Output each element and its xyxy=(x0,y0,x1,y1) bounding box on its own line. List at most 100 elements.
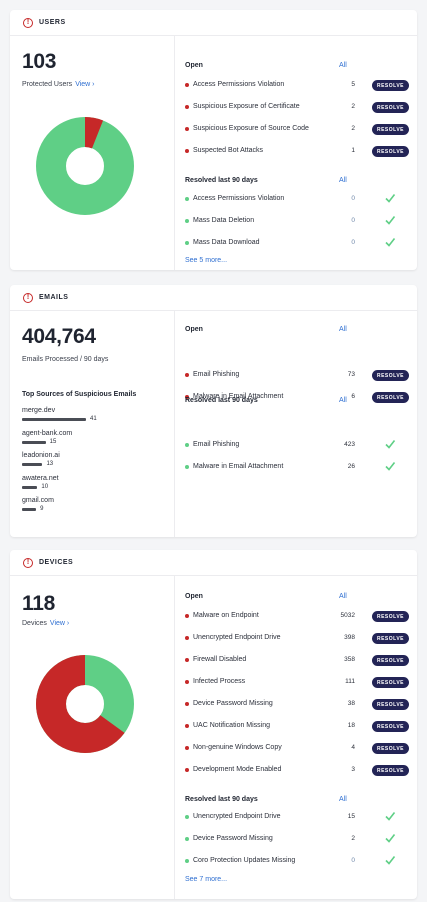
alert-count: 111 xyxy=(345,678,355,685)
source-count: 10 xyxy=(41,483,49,490)
emails-open-all-link[interactable]: All xyxy=(339,326,347,333)
alert-label: Mass Data Deletion xyxy=(193,217,255,224)
status-dot-red xyxy=(185,768,189,772)
status-dot-green xyxy=(185,815,189,819)
alert-count: 26 xyxy=(347,463,355,470)
checkmark-icon xyxy=(385,834,396,843)
open-alert-row: Infected Process 111 RESOLVE xyxy=(185,677,410,689)
users-card: ! USERS 103 Protected Users View › Open A… xyxy=(10,10,417,270)
status-dot-red xyxy=(185,83,189,87)
status-dot-red xyxy=(185,746,189,750)
alert-count: 398 xyxy=(344,634,355,641)
resolve-button[interactable]: RESOLVE xyxy=(372,743,409,754)
devices-card-header: ! DEVICES xyxy=(10,550,417,576)
open-alert-row: Malware on Endpoint 5032 RESOLVE xyxy=(185,611,410,623)
status-dot-green xyxy=(185,465,189,469)
status-dot-green xyxy=(185,219,189,223)
source-bar xyxy=(22,440,46,444)
devices-resolved-heading: Resolved last 90 days xyxy=(185,796,258,803)
source-domain: gmail.com xyxy=(22,497,54,504)
resolve-button[interactable]: RESOLVE xyxy=(372,392,409,403)
source-count: 15 xyxy=(49,438,57,445)
alert-label: Access Permissions Violation xyxy=(193,81,285,88)
emails-card-body: 404,764 Emails Processed / 90 days Top S… xyxy=(10,311,417,537)
resolve-button[interactable]: RESOLVE xyxy=(372,721,409,732)
devices-count: 118 xyxy=(22,592,55,615)
protected-users-count: 103 xyxy=(22,50,57,73)
users-card-title: USERS xyxy=(39,19,66,26)
devices-label: Devices View › xyxy=(22,620,69,627)
resolve-button[interactable]: RESOLVE xyxy=(372,611,409,622)
resolved-alert-row: Unencrypted Endpoint Drive 15 xyxy=(185,812,410,824)
devices-label-text: Devices xyxy=(22,620,47,627)
protected-users-label: Protected Users View › xyxy=(22,81,95,88)
devices-see-more-link[interactable]: See 7 more... xyxy=(185,876,228,883)
source-domain: awatera.net xyxy=(22,474,59,482)
users-card-header: ! USERS xyxy=(10,10,417,36)
alert-count: 423 xyxy=(344,441,355,448)
emails-processed-count: 404,764 xyxy=(22,325,96,348)
emails-resolved-all-link[interactable]: All xyxy=(339,397,347,404)
status-dot-red xyxy=(185,724,189,728)
open-alert-row: Device Password Missing 38 RESOLVE xyxy=(185,699,410,711)
resolve-button[interactable]: RESOLVE xyxy=(372,677,409,688)
status-dot-red xyxy=(185,395,189,399)
view-devices-link[interactable]: View › xyxy=(49,620,70,627)
alert-circle-icon: ! xyxy=(23,17,33,28)
alert-count: 5 xyxy=(351,81,355,88)
status-dot-green xyxy=(185,443,189,447)
users-resolved-all-link[interactable]: All xyxy=(339,177,347,184)
emails-card: ! EMAILS 404,764 Emails Processed / 90 d… xyxy=(10,285,417,537)
emails-card-title: EMAILS xyxy=(39,294,69,301)
users-open-all-link[interactable]: All xyxy=(339,62,347,69)
divider xyxy=(174,311,175,537)
source-domain: leadonion.ai xyxy=(22,452,60,459)
alert-count: 2 xyxy=(351,103,355,110)
alert-count: 0 xyxy=(351,195,355,202)
resolve-button[interactable]: RESOLVE xyxy=(372,633,409,644)
source-bar xyxy=(22,485,38,489)
emails-processed-label: Emails Processed / 90 days xyxy=(22,356,109,363)
source-bar xyxy=(22,463,43,466)
open-alert-row: Malware in Email Attachment 6 RESOLVE xyxy=(185,392,410,404)
devices-resolved-all-link[interactable]: All xyxy=(339,796,347,803)
resolve-button[interactable]: RESOLVE xyxy=(372,765,409,776)
status-dot-red xyxy=(185,127,189,131)
checkmark-icon xyxy=(385,812,396,821)
open-alert-row: Email Phishing 73 RESOLVE xyxy=(185,370,410,382)
devices-donut-chart xyxy=(36,655,134,753)
alert-label: Malware in Email Attachment xyxy=(193,463,284,470)
users-donut-chart xyxy=(36,117,134,215)
emails-resolved-heading: Resolved last 90 days xyxy=(185,397,258,404)
source-domain: agent-bank.com xyxy=(22,429,73,437)
resolve-button[interactable]: RESOLVE xyxy=(372,699,409,710)
alert-label: UAC Notification Missing xyxy=(193,722,271,729)
alert-label: Development Mode Enabled xyxy=(193,766,282,773)
users-see-more-link[interactable]: See 5 more... xyxy=(185,257,228,264)
status-dot-green xyxy=(185,241,189,245)
status-dot-red xyxy=(185,636,189,640)
alert-count: 38 xyxy=(347,700,355,707)
resolve-button[interactable]: RESOLVE xyxy=(372,124,409,135)
status-dot-green xyxy=(185,197,189,201)
resolve-button[interactable]: RESOLVE xyxy=(372,146,409,157)
resolve-button[interactable]: RESOLVE xyxy=(372,80,409,91)
devices-open-all-link[interactable]: All xyxy=(339,593,347,600)
source-count: 41 xyxy=(90,416,97,422)
open-alert-row: Non-genuine Windows Copy 4 RESOLVE xyxy=(185,743,410,755)
divider xyxy=(174,576,175,899)
alert-count: 0 xyxy=(351,239,355,246)
open-alert-row: Suspicious Exposure of Certificate 2 RESOL… xyxy=(185,102,410,114)
devices-open-heading: Open xyxy=(185,593,203,600)
resolve-button[interactable]: RESOLVE xyxy=(372,370,409,381)
source-count: 13 xyxy=(46,461,54,467)
resolve-button[interactable]: RESOLVE xyxy=(372,655,409,666)
resolve-button[interactable]: RESOLVE xyxy=(372,102,409,113)
devices-donut-red xyxy=(36,655,134,753)
view-users-link[interactable]: View › xyxy=(75,81,95,88)
open-alert-row: Suspected Bot Attacks 1 RESOLVE xyxy=(185,146,410,158)
status-dot-red xyxy=(185,658,189,662)
alert-label: Malware on Endpoint xyxy=(193,612,259,619)
checkmark-icon xyxy=(385,194,396,203)
resolved-alert-row: Mass Data Download 0 xyxy=(185,238,410,250)
